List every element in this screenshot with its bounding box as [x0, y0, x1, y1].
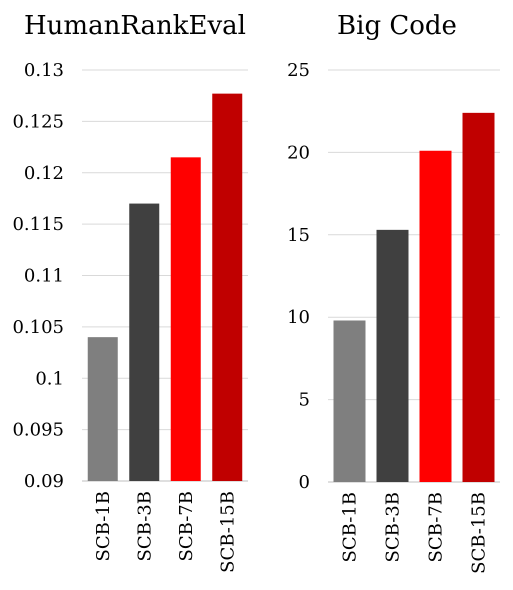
category-label: SCB-7B — [176, 491, 197, 561]
category-label: SCB-15B — [217, 491, 238, 573]
bar-scb-15b — [462, 112, 495, 483]
big-code-chart: Big Code 0 5 10 15 20 25 SCB-1B SCB-3B SCB-7B SCB… — [287, 11, 500, 574]
y-tick-label: 0.11 — [24, 266, 64, 287]
bar-scb-1b — [87, 337, 118, 481]
y-tick-label: 0.09 — [24, 471, 64, 492]
bar-scb-15b — [212, 93, 243, 481]
y-tick-label: 0.13 — [24, 60, 64, 81]
y-tick-label: 0.115 — [12, 214, 64, 235]
y-tick-label: 15 — [287, 225, 310, 246]
bar-scb-3b — [129, 203, 160, 481]
y-tick-label: 5 — [299, 390, 310, 411]
y-tick-label: 0.105 — [12, 317, 64, 338]
category-label: SCB-3B — [383, 492, 404, 562]
y-tick-label: 0.1 — [35, 368, 64, 389]
y-tick-label: 0.125 — [12, 111, 64, 132]
bar-scb-1b — [333, 320, 366, 482]
bar-scb-7b — [170, 157, 201, 481]
y-tick-label: 20 — [287, 142, 310, 163]
bar-scb-3b — [376, 229, 409, 482]
chart-title: Big Code — [337, 11, 457, 41]
category-label: SCB-15B — [469, 492, 490, 574]
y-tick-label: 10 — [287, 307, 310, 328]
y-tick-label: 25 — [287, 60, 310, 81]
category-label: SCB-1B — [340, 492, 361, 562]
humanrankeval-chart: HumanRankEval 0.09 0.095 0.1 0.105 0.11 0.115… — [12, 11, 248, 573]
chart-title: HumanRankEval — [24, 11, 246, 41]
y-tick-label: 0.095 — [12, 420, 64, 441]
category-label: SCB-1B — [93, 491, 114, 561]
category-label: SCB-3B — [134, 491, 155, 561]
category-label: SCB-7B — [426, 492, 447, 562]
y-tick-label: 0.12 — [24, 163, 64, 184]
bar-scb-7b — [419, 150, 452, 482]
y-tick-label: 0 — [299, 472, 310, 493]
